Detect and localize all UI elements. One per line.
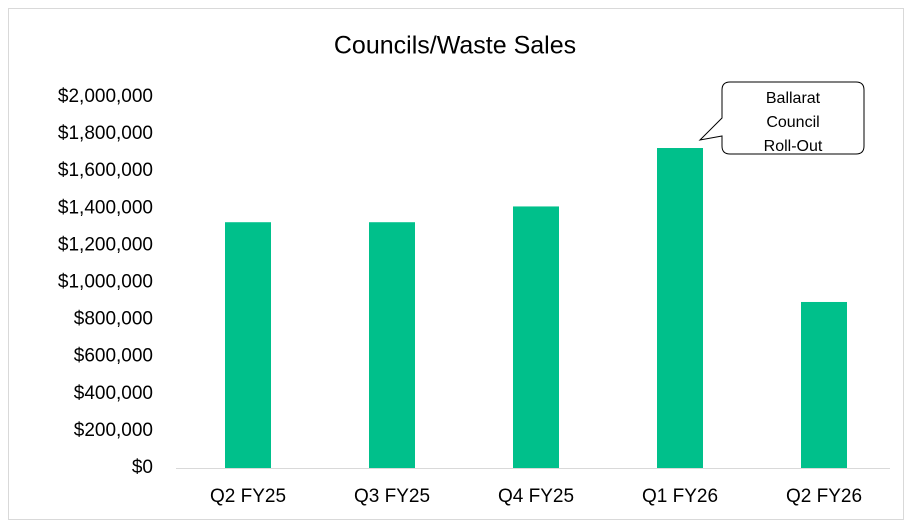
- x-tick-label: Q2 FY26: [786, 486, 862, 507]
- y-tick-label: $400,000: [74, 383, 153, 404]
- bar: [225, 222, 271, 468]
- annotation-text: Roll-Out: [764, 138, 823, 155]
- bar: [801, 301, 847, 468]
- y-tick-label: $1,200,000: [58, 234, 153, 255]
- x-tick-label: Q3 FY25: [354, 486, 430, 507]
- y-tick-label: $1,800,000: [58, 123, 153, 144]
- y-tick-label: $600,000: [74, 346, 153, 367]
- y-tick-label: $200,000: [74, 420, 153, 441]
- annotation-text: Council: [766, 114, 819, 131]
- bar: [657, 148, 703, 468]
- callout: [698, 81, 865, 155]
- bar: [369, 222, 415, 468]
- y-tick-label: $2,000,000: [58, 86, 153, 107]
- y-tick-label: $0: [132, 457, 153, 478]
- annotation-text: Ballarat: [766, 90, 821, 107]
- bar: [513, 206, 559, 468]
- chart-title: Councils/Waste Sales: [334, 32, 576, 60]
- y-tick-label: $1,400,000: [58, 197, 153, 218]
- x-tick-label: Q4 FY25: [498, 486, 574, 507]
- y-tick-label: $1,600,000: [58, 160, 153, 181]
- x-tick-label: Q2 FY25: [210, 486, 286, 507]
- y-tick-label: $1,000,000: [58, 272, 153, 293]
- x-tick-label: Q1 FY26: [642, 486, 718, 507]
- y-tick-label: $800,000: [74, 309, 153, 330]
